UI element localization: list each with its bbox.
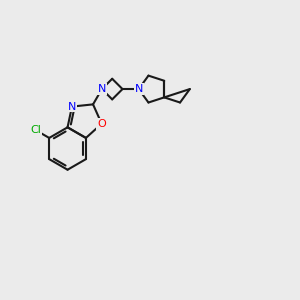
Text: N: N [68,102,76,112]
Text: Cl: Cl [31,125,41,135]
Text: N: N [134,84,143,94]
Text: N: N [98,84,106,94]
Text: O: O [97,119,106,129]
